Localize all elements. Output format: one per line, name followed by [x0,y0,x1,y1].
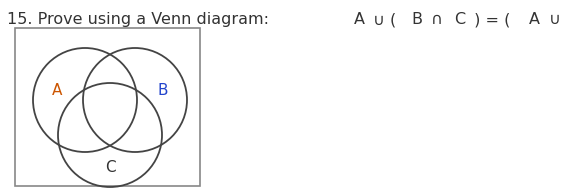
Text: C: C [105,161,116,175]
Text: A: A [529,12,540,27]
Text: 15. Prove using a Venn diagram:: 15. Prove using a Venn diagram: [7,12,274,27]
Bar [15,28,200,186]
Text: C: C [454,12,466,27]
Text: A: A [354,12,365,27]
Text: ) = (: ) = ( [469,12,516,27]
Text: ∪: ∪ [544,12,561,27]
Text: B: B [158,83,168,97]
Text: B: B [412,12,422,27]
Text: ∩: ∩ [426,12,448,27]
Text: ∪ (: ∪ ( [368,12,402,27]
Text: A: A [52,83,62,97]
